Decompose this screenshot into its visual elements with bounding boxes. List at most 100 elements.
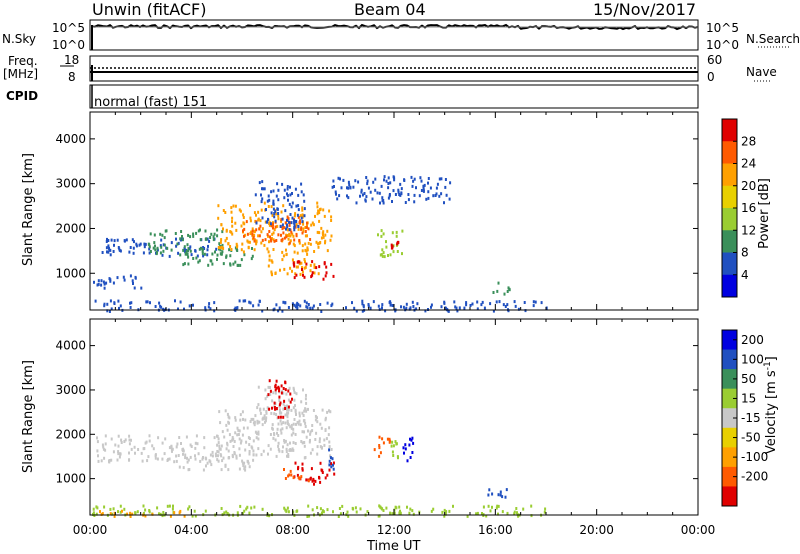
velocity-point	[268, 514, 271, 518]
velocity-point	[285, 447, 288, 451]
velocity-point	[267, 452, 269, 456]
velocity-point	[304, 407, 307, 411]
velocity-point	[216, 434, 218, 438]
power-cbar-tick-label: 28	[741, 134, 756, 148]
velocity-point	[221, 459, 224, 463]
velocity-point	[271, 423, 274, 427]
power-point	[165, 229, 168, 233]
velocity-point	[277, 444, 280, 448]
velocity-point	[292, 386, 295, 390]
velocity-point	[257, 385, 260, 389]
power-point	[229, 262, 232, 266]
power-point	[187, 249, 189, 253]
power-point	[259, 219, 262, 223]
velocity-point	[128, 438, 131, 442]
power-point	[148, 251, 151, 255]
velocity-cbar-swatch	[722, 486, 737, 507]
power-point	[149, 250, 152, 253]
power-cbar-swatch	[722, 208, 737, 231]
velocity-point	[129, 511, 132, 515]
power-point	[540, 301, 543, 305]
power-point	[176, 242, 179, 246]
velocity-point	[186, 456, 188, 460]
velocity-point	[391, 512, 394, 516]
power-point	[219, 252, 222, 256]
velocity-region-10	[328, 448, 335, 471]
velocity-point	[256, 406, 259, 410]
velocity-point	[144, 508, 147, 512]
power-point	[387, 176, 390, 180]
velocity-point	[412, 512, 415, 516]
velocity-point	[504, 495, 507, 499]
velocity-point	[275, 413, 278, 416]
power-point	[302, 229, 305, 233]
velocity-point	[250, 417, 253, 421]
velocity-point	[482, 505, 485, 509]
velocity-point	[196, 442, 199, 446]
velocity-point	[186, 460, 189, 464]
power-point	[391, 231, 394, 235]
velocity-point	[169, 514, 172, 518]
velocity-point	[187, 458, 190, 462]
velocity-point	[289, 392, 292, 396]
power-point	[415, 186, 417, 190]
velocity-point	[202, 468, 205, 472]
velocity-point	[289, 400, 292, 404]
power-point	[285, 227, 287, 231]
velocity-point	[286, 419, 289, 423]
power-point	[160, 245, 163, 249]
power-point	[303, 207, 306, 211]
velocity-point	[303, 409, 306, 413]
power-point	[257, 234, 260, 238]
velocity-point	[126, 512, 129, 516]
velocity-point	[257, 437, 260, 441]
power-point	[231, 220, 233, 224]
power-point	[301, 244, 304, 248]
velocity-point	[102, 445, 105, 449]
velocity-point	[254, 414, 257, 418]
velocity-point	[92, 507, 95, 511]
power-point	[213, 309, 216, 313]
velocity-point	[227, 415, 230, 419]
power-point	[184, 252, 187, 256]
velocity-point	[293, 398, 296, 402]
power-point	[149, 301, 151, 305]
power-point	[322, 208, 325, 212]
velocity-point	[379, 451, 382, 455]
power-point	[291, 201, 294, 205]
velocity-point	[194, 457, 197, 461]
velocity-point	[320, 446, 323, 450]
velocity-point	[233, 440, 236, 443]
power-heatmap-data	[93, 175, 548, 313]
velocity-point	[332, 461, 335, 465]
power-point	[326, 229, 329, 233]
velocity-point	[283, 399, 286, 403]
power-point	[453, 300, 456, 304]
power-point	[135, 242, 138, 246]
power-point	[263, 201, 266, 205]
velocity-point	[109, 512, 112, 516]
velocity-point	[286, 506, 289, 510]
power-point	[307, 227, 310, 231]
power-point	[311, 260, 314, 264]
velocity-point	[284, 508, 287, 512]
velocity-cbar-swatch	[722, 408, 737, 429]
power-point	[113, 302, 116, 305]
power-point	[317, 272, 320, 276]
power-point	[96, 283, 99, 287]
power-point	[208, 239, 211, 243]
velocity-point	[307, 479, 310, 483]
velocity-region-9	[402, 436, 415, 463]
velocity-point	[278, 395, 281, 399]
power-point	[340, 186, 343, 190]
power-point	[189, 245, 192, 249]
power-point	[251, 227, 254, 231]
velocity-point	[238, 447, 241, 451]
power-point	[262, 187, 265, 191]
velocity-point	[274, 388, 277, 392]
power-point	[294, 212, 297, 216]
power-point	[163, 243, 166, 247]
power-point	[283, 226, 286, 230]
velocity-point	[404, 447, 407, 451]
